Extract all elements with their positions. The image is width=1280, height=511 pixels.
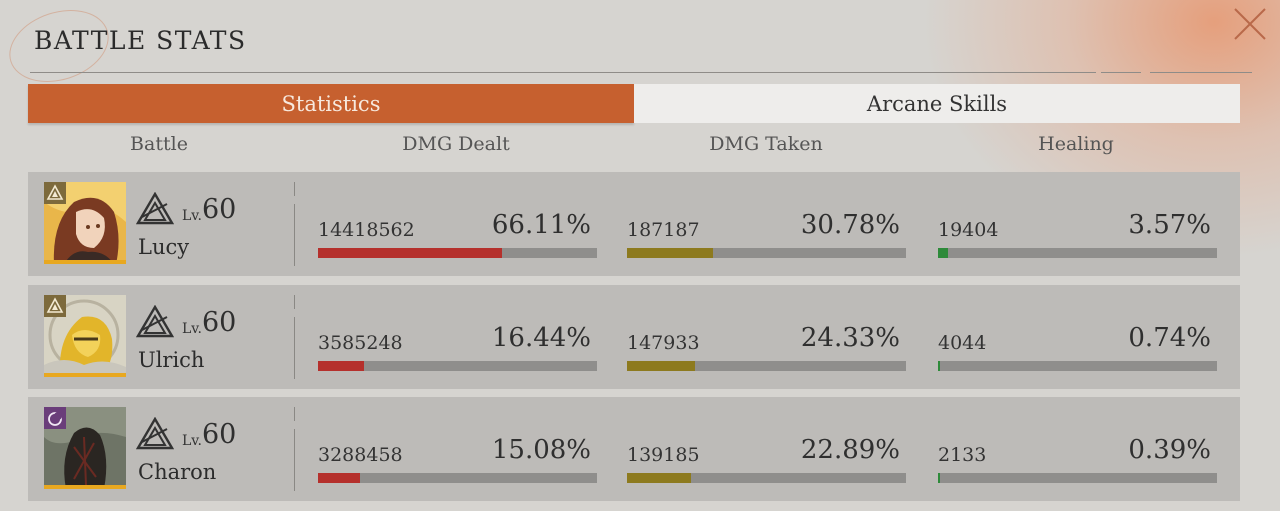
- healing-stat: 2133 0.39%: [938, 397, 1217, 501]
- character-name: Lucy: [138, 235, 190, 259]
- rank-triangle-icon: [135, 304, 175, 339]
- column-header-healing: Healing: [1038, 133, 1114, 155]
- healing-bar: [938, 248, 1217, 258]
- column-divider: [294, 429, 295, 491]
- rank-triangle-icon: [135, 416, 175, 451]
- column-divider: [294, 204, 295, 266]
- healing-bar: [938, 473, 1217, 483]
- dmg-taken-bar: [627, 473, 906, 483]
- dmg-taken-bar: [627, 361, 906, 371]
- dmg-taken-percent: 22.89%: [800, 435, 900, 465]
- dmg-taken-percent: 24.33%: [800, 323, 900, 353]
- dmg-dealt-percent: 66.11%: [491, 210, 591, 240]
- dmg-taken-value: 139185: [627, 444, 700, 466]
- dmg-taken-stat: 147933 24.33%: [627, 285, 906, 389]
- triangle-class-icon: [44, 295, 66, 317]
- dmg-dealt-bar: [318, 473, 597, 483]
- title-divider-segment: [1150, 72, 1252, 73]
- close-button[interactable]: [1230, 4, 1270, 44]
- dmg-taken-value: 147933: [627, 332, 700, 354]
- healing-percent: 0.74%: [1128, 323, 1211, 353]
- dmg-taken-bar: [627, 248, 906, 258]
- dmg-dealt-stat: 3585248 16.44%: [318, 285, 597, 389]
- dmg-taken-percent: 30.78%: [800, 210, 900, 240]
- dmg-taken-stat: 139185 22.89%: [627, 397, 906, 501]
- healing-bar: [938, 361, 1217, 371]
- character-row[interactable]: Lv. 60 Ulrich 3585248 16.44% 147933 24.3…: [28, 285, 1240, 389]
- dmg-dealt-value: 3288458: [318, 444, 403, 466]
- dmg-dealt-value: 3585248: [318, 332, 403, 354]
- dmg-taken-bar-fill: [627, 473, 691, 483]
- dmg-dealt-percent: 15.08%: [491, 435, 591, 465]
- level-value: 60: [202, 194, 237, 225]
- character-name: Charon: [138, 460, 217, 484]
- level-value: 60: [202, 419, 237, 450]
- healing-bar-fill: [938, 248, 948, 258]
- healing-bar-fill: [938, 473, 940, 483]
- dmg-dealt-stat: 3288458 15.08%: [318, 397, 597, 501]
- column-divider: [294, 407, 295, 421]
- tab-arcane-skills[interactable]: Arcane Skills: [634, 84, 1240, 123]
- column-header-dmg-taken: DMG Taken: [709, 133, 823, 155]
- healing-percent: 3.57%: [1128, 210, 1211, 240]
- character-portrait: [44, 182, 126, 264]
- dmg-dealt-percent: 16.44%: [491, 323, 591, 353]
- dmg-taken-bar-fill: [627, 361, 695, 371]
- dmg-dealt-bar-fill: [318, 473, 360, 483]
- moon-class-icon: [44, 407, 66, 429]
- character-name: Ulrich: [138, 348, 205, 372]
- dmg-dealt-bar: [318, 248, 597, 258]
- dmg-taken-value: 187187: [627, 219, 700, 241]
- rarity-bar: [44, 260, 126, 264]
- level-value: 60: [202, 307, 237, 338]
- column-header-battle: Battle: [130, 133, 188, 155]
- level-prefix: Lv.: [182, 433, 202, 449]
- healing-bar-fill: [938, 361, 940, 371]
- column-divider: [294, 182, 295, 196]
- column-headers: Battle DMG Dealt DMG Taken Healing: [28, 133, 1240, 159]
- dmg-taken-stat: 187187 30.78%: [627, 172, 906, 276]
- healing-stat: 19404 3.57%: [938, 172, 1217, 276]
- column-header-dmg-dealt: DMG Dealt: [402, 133, 510, 155]
- dmg-dealt-bar-fill: [318, 248, 502, 258]
- character-portrait: [44, 295, 126, 377]
- character-row[interactable]: Lv. 60 Charon 3288458 15.08% 139185 22.8…: [28, 397, 1240, 501]
- page-title: BATTLE STATS: [34, 26, 247, 55]
- title-divider: [30, 72, 1096, 73]
- column-divider: [294, 295, 295, 309]
- dmg-dealt-value: 14418562: [318, 219, 415, 241]
- tab-statistics[interactable]: Statistics: [28, 84, 634, 123]
- healing-value: 4044: [938, 332, 987, 354]
- dmg-dealt-bar: [318, 361, 597, 371]
- tab-bar: Statistics Arcane Skills: [28, 84, 1240, 123]
- dmg-dealt-bar-fill: [318, 361, 364, 371]
- level-prefix: Lv.: [182, 321, 202, 337]
- healing-stat: 4044 0.74%: [938, 285, 1217, 389]
- rarity-bar: [44, 485, 126, 489]
- dmg-dealt-stat: 14418562 66.11%: [318, 172, 597, 276]
- rank-triangle-icon: [135, 191, 175, 226]
- healing-percent: 0.39%: [1128, 435, 1211, 465]
- dmg-taken-bar-fill: [627, 248, 713, 258]
- healing-value: 19404: [938, 219, 999, 241]
- level-prefix: Lv.: [182, 208, 202, 224]
- character-row[interactable]: Lv. 60 Lucy 14418562 66.11% 187187 30.78…: [28, 172, 1240, 276]
- healing-value: 2133: [938, 444, 987, 466]
- close-icon: [1234, 8, 1266, 40]
- column-divider: [294, 317, 295, 379]
- title-divider-segment: [1101, 72, 1141, 73]
- rarity-bar: [44, 373, 126, 377]
- triangle-class-icon: [44, 182, 66, 204]
- character-portrait: [44, 407, 126, 489]
